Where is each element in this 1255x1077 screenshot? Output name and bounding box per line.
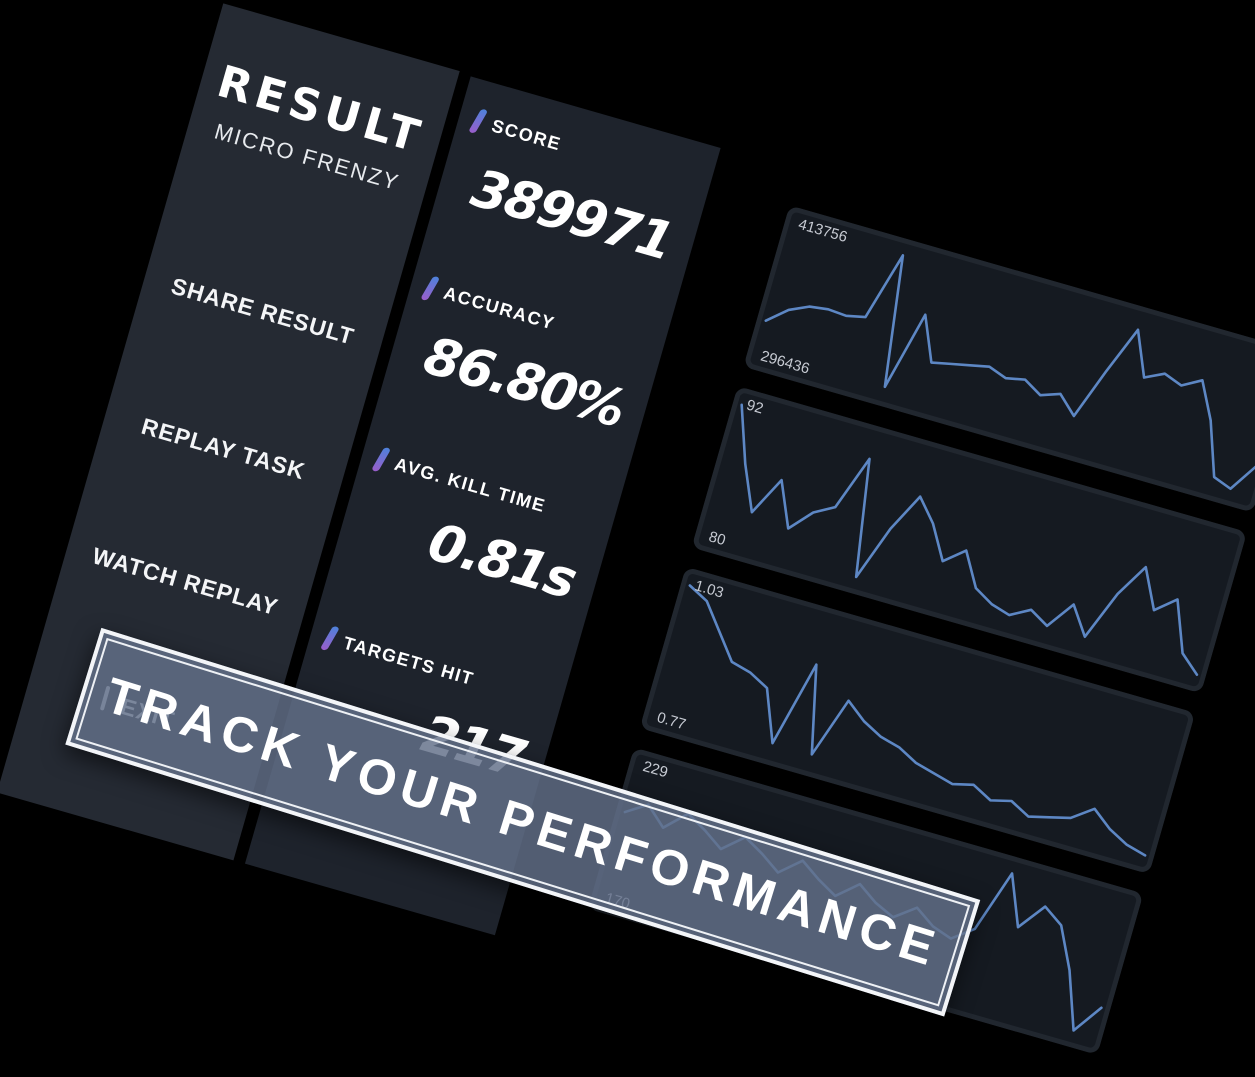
stat-score: SCORE 389971	[455, 101, 713, 273]
targets-hit-accent-bar-icon	[319, 625, 340, 651]
score-chart-panel: 413756 296436	[743, 205, 1255, 513]
accuracy-trend-chart	[740, 403, 1199, 677]
watch-replay-button[interactable]: WATCH REPLAY	[63, 535, 307, 629]
stat-accuracy: ACCURACY 86.80%	[407, 269, 665, 440]
avg-kill-time-label: AVG. KILL TIME	[392, 453, 549, 516]
kill-time-accent-bar-icon	[371, 446, 392, 473]
accuracy-accent-bar-icon	[420, 275, 441, 301]
targets-hit-label: TARGETS HIT	[341, 632, 477, 689]
accuracy-label: ACCURACY	[441, 282, 558, 334]
replay-task-button[interactable]: REPLAY TASK	[101, 402, 345, 496]
score-trend-chart	[764, 254, 1255, 491]
avg-kill-time-value: 0.81s	[421, 512, 582, 612]
kill-time-chart-panel: 1.03 0.77	[639, 566, 1196, 875]
stat-avg-kill-time: AVG. KILL TIME 0.81s	[358, 440, 616, 611]
share-result-button[interactable]: SHARE RESULT	[141, 265, 385, 359]
score-accent-bar-icon	[468, 108, 489, 134]
score-label: SCORE	[489, 115, 564, 154]
kill-time-trend-chart	[688, 584, 1147, 857]
accuracy-chart-panel: 92 80	[691, 385, 1248, 694]
